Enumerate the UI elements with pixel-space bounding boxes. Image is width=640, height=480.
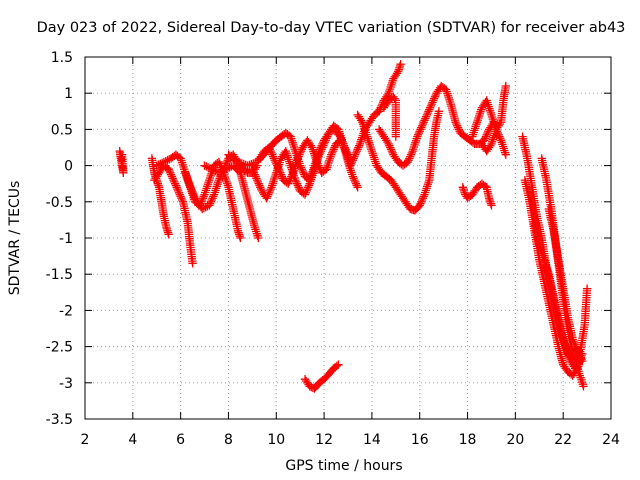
y-tick-label: 0 (64, 159, 73, 175)
grid-lines (85, 57, 611, 419)
x-tick-label: 20 (506, 432, 524, 448)
y-tick-label: -2.5 (46, 340, 73, 356)
data-point-markers (353, 107, 444, 215)
series-arc-21 (530, 219, 577, 366)
y-tick-label: -2 (59, 303, 73, 319)
series-arc-01 (115, 146, 128, 177)
x-tick-label: 8 (224, 432, 233, 448)
data-point-markers (300, 360, 343, 393)
x-tick-label: 18 (459, 432, 477, 448)
x-tick-label: 24 (602, 432, 620, 448)
series-arc-06 (200, 161, 263, 243)
data-series (115, 60, 592, 393)
series-arc-03 (150, 161, 197, 268)
y-axis-label: SDTVAR / TECUs (7, 181, 23, 296)
y-tick-label: 0.5 (51, 122, 73, 138)
data-point-markers (530, 219, 577, 366)
data-point-markers (374, 81, 498, 170)
x-tick-label: 6 (176, 432, 185, 448)
data-point-markers (115, 146, 128, 177)
x-tick-label: 10 (267, 432, 285, 448)
series-arc-12 (353, 107, 444, 215)
y-tick-label: 1 (64, 86, 73, 102)
series-arc-17 (477, 125, 510, 159)
data-point-markers (520, 175, 587, 380)
data-point-markers (150, 161, 197, 268)
x-tick-label: 22 (554, 432, 572, 448)
data-point-markers (200, 161, 263, 243)
data-point-markers (458, 179, 496, 210)
x-tick-label: 16 (411, 432, 429, 448)
x-tick-label: 14 (363, 432, 381, 448)
axis-ticks: 2 4 6 8 10 12 14 16 18 20 22 241.510.50-0.5-1-1.5-2… (46, 50, 620, 448)
x-axis-label: GPS time / hours (285, 458, 402, 474)
data-point-markers (379, 92, 400, 141)
data-point-markers (468, 81, 510, 141)
y-tick-label: -1 (59, 231, 73, 247)
y-tick-label: -0.5 (46, 195, 73, 211)
series-arc-10 (300, 360, 343, 393)
series-arc-09 (255, 136, 355, 188)
x-tick-label: 2 (81, 432, 90, 448)
series-arc-15 (458, 179, 496, 210)
series-arc-22 (544, 204, 587, 366)
series-arc-13 (374, 81, 498, 170)
series-arc-14 (379, 92, 400, 141)
series-arc-16 (468, 81, 510, 141)
y-tick-label: 1.5 (51, 50, 73, 66)
data-point-markers (248, 121, 362, 203)
y-tick-label: -1.5 (46, 267, 73, 283)
y-tick-label: -3 (59, 376, 73, 392)
chart-title: Day 023 of 2022, Sidereal Day-to-day VTE… (37, 20, 626, 36)
y-tick-label: -3.5 (46, 412, 73, 428)
data-point-markers (544, 204, 587, 366)
data-point-markers (255, 136, 355, 188)
series-arc-19 (520, 175, 587, 380)
data-point-markers (477, 125, 510, 159)
x-tick-label: 12 (315, 432, 333, 448)
x-tick-label: 4 (128, 432, 137, 448)
series-arc-08 (248, 121, 362, 203)
